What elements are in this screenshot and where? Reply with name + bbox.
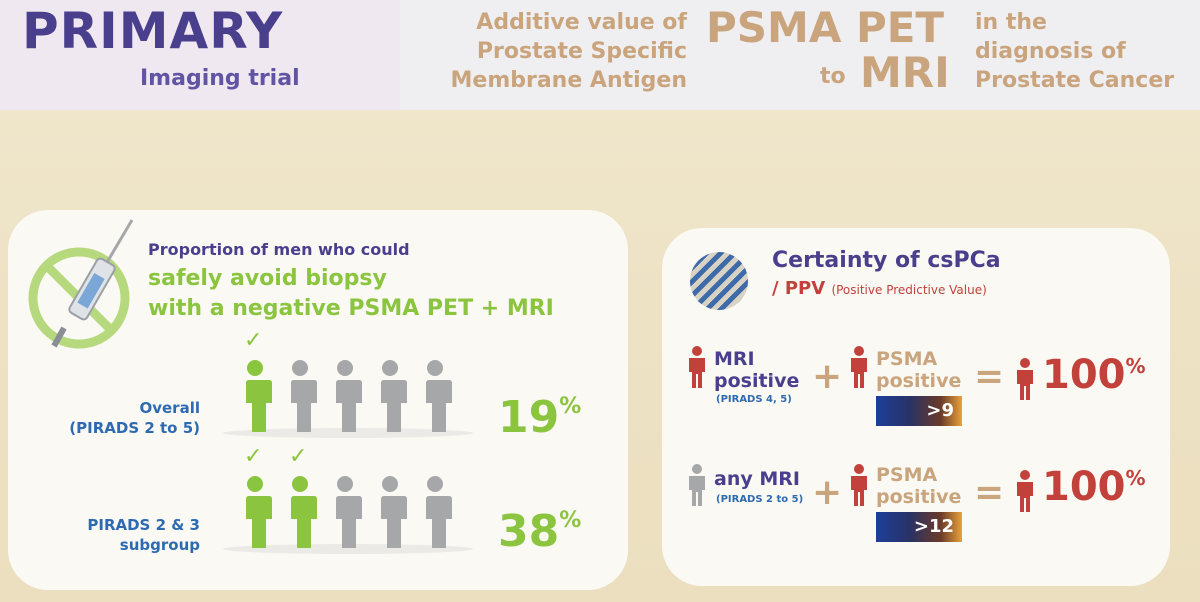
person-red-icon <box>851 464 867 506</box>
no-syringe-icon <box>28 219 134 349</box>
any-mri-label: any MRI <box>714 468 800 490</box>
plus-sign: + <box>812 472 843 513</box>
psma-score-bar: >12 <box>876 512 962 542</box>
person-grey-icon <box>331 360 362 432</box>
pirads-45-label: (PIRADS 4, 5) <box>716 394 792 405</box>
pirads-2to5-label: (PIRADS 2 to 5) <box>716 494 804 505</box>
mri-positive-label: MRI positive <box>714 348 800 392</box>
ppv-result-any-mri: 100% <box>1042 464 1146 510</box>
plus-sign: + <box>812 356 843 397</box>
person-green-icon <box>241 360 272 432</box>
person-red-icon <box>689 346 705 388</box>
person-grey-icon <box>421 476 452 548</box>
overall-percent: 19% <box>498 392 582 443</box>
title-additive-value: Additive value of Prostate Specific Memb… <box>450 10 688 93</box>
ppv-result-mri-positive: 100% <box>1042 352 1146 398</box>
person-green-icon <box>241 476 272 548</box>
psma-positive-label: PSMA positive <box>876 464 962 508</box>
safely-avoid-biopsy-heading: safely avoid biopsy with a negative PSMA… <box>148 266 554 321</box>
certainty-title: Certainty of csPCa <box>772 248 1001 273</box>
pirads-23-percent: 38% <box>498 506 582 557</box>
overall-row-label: Overall (PIRADS 2 to 5) <box>69 399 200 437</box>
psma-positive-label: PSMA positive <box>876 348 962 392</box>
person-grey-icon <box>376 360 407 432</box>
pirads-23-row-label: PIRADS 2 & 3 subgroup <box>87 516 200 554</box>
person-red-icon <box>851 346 867 388</box>
person-grey-icon <box>286 360 317 432</box>
avoid-biopsy-panel: Proportion of men who could safely avoid… <box>8 210 628 590</box>
header-right <box>400 0 1200 110</box>
checkmark-icon: ✓ <box>244 444 263 469</box>
title-diagnosis: in the diagnosis of Prostate Cancer <box>975 10 1175 93</box>
title-psma-pet: PSMA PET <box>706 3 945 52</box>
person-grey-icon <box>421 360 452 432</box>
person-green-icon <box>286 476 317 548</box>
header-left: PRIMARY Imaging trial <box>0 0 400 110</box>
ground-shadow <box>223 428 473 438</box>
psma-score-bar: >9 <box>876 396 962 426</box>
person-grey-icon <box>331 476 362 548</box>
certainty-panel: Certainty of csPCa / PPV (Positive Predi… <box>662 228 1170 586</box>
equals-sign: = <box>974 472 1005 513</box>
title-to: to <box>820 64 846 89</box>
equals-sign: = <box>974 356 1005 397</box>
striped-circle-icon <box>690 252 748 310</box>
ppv-label: / PPV (Positive Predictive Value) <box>772 278 987 299</box>
checkmark-icon: ✓ <box>289 444 308 469</box>
header: PRIMARY Imaging trial Additive value of … <box>0 0 1200 110</box>
title-mri: MRI <box>860 48 950 97</box>
person-red-icon <box>1017 358 1033 400</box>
person-grey-icon <box>689 464 705 506</box>
primary-title: PRIMARY <box>22 2 284 60</box>
person-red-icon <box>1017 470 1033 512</box>
person-grey-icon <box>376 476 407 548</box>
ground-shadow <box>223 544 473 554</box>
imaging-trial-subtitle: Imaging trial <box>140 66 300 91</box>
proportion-label: Proportion of men who could <box>148 240 410 259</box>
checkmark-icon: ✓ <box>244 328 263 353</box>
